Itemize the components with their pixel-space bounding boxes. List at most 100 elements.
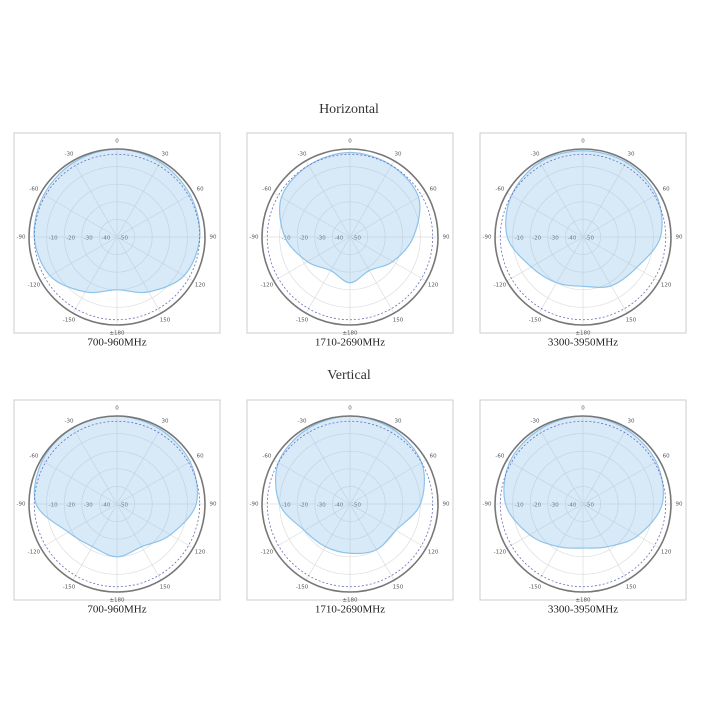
- angle-grid-line: [116, 427, 162, 505]
- caption: 700-960MHz: [87, 337, 146, 349]
- angle-grid-line: [506, 236, 584, 282]
- angle-grid-line: [506, 459, 584, 505]
- angle-tick-label: 30: [395, 418, 402, 424]
- angle-grid-line: [40, 236, 118, 282]
- angle-grid-line: [40, 192, 118, 238]
- angle-tick-label: 60: [663, 187, 670, 193]
- angle-grid-line: [582, 503, 628, 581]
- angle-grid-line: [273, 503, 351, 549]
- radial-tick-label: -30: [84, 503, 93, 509]
- radial-grid-line: [565, 486, 601, 522]
- radial-tick-label: -30: [317, 503, 326, 509]
- angle-grid-line: [273, 236, 351, 282]
- radial-tick-label: -40: [101, 236, 110, 242]
- angle-tick-label: 150: [160, 585, 171, 591]
- angle-grid-line: [273, 192, 351, 238]
- angle-tick-label: 150: [393, 318, 404, 324]
- angle-grid-line: [72, 503, 118, 581]
- radial-grid-line: [99, 219, 135, 255]
- angle-tick-label: -60: [495, 454, 504, 460]
- caption: 3300-3950MHz: [548, 337, 618, 349]
- radial-tick-label: -20: [66, 503, 75, 509]
- angle-grid-line: [72, 236, 118, 314]
- angle-tick-label: -30: [531, 418, 540, 424]
- angle-tick-label: -90: [483, 502, 492, 508]
- angle-tick-label: 0: [348, 406, 352, 412]
- angle-tick-label: 90: [443, 502, 450, 508]
- radial-tick-label: -10: [49, 236, 58, 242]
- angle-tick-label: 60: [430, 454, 437, 460]
- radial-tick-label: -30: [317, 236, 326, 242]
- angle-grid-line: [116, 236, 194, 282]
- angle-grid-line: [582, 427, 628, 505]
- outer-ring: [28, 415, 206, 593]
- angle-tick-label: 30: [162, 151, 169, 157]
- angle-tick-label: ±180: [575, 331, 591, 337]
- radial-grid-line: [547, 201, 619, 273]
- radiation-pattern: [505, 150, 663, 289]
- radiation-pattern: [275, 415, 425, 555]
- radial-grid-line: [529, 450, 637, 558]
- angle-tick-label: -30: [298, 418, 307, 424]
- radial-grid-line: [81, 468, 153, 540]
- angle-grid-line: [116, 192, 194, 238]
- outer-ring: [494, 148, 672, 326]
- angle-tick-label: -120: [28, 283, 41, 289]
- outer-ring: [261, 148, 439, 326]
- angle-grid-line: [116, 503, 162, 581]
- angle-tick-label: -120: [261, 283, 274, 289]
- polar-chart: 0 30 60 90 120 150 ±180 -150 -120 -90 -60 -30 -10 -20…: [13, 399, 221, 616]
- radial-grid-line: [512, 166, 654, 308]
- angle-tick-label: ±180: [342, 331, 358, 337]
- angle-grid-line: [116, 236, 162, 314]
- angle-tick-label: -120: [494, 550, 507, 556]
- angle-tick-label: ±180: [342, 598, 358, 604]
- angle-tick-label: -150: [63, 318, 76, 324]
- radial-tick-label: -20: [66, 236, 75, 242]
- angle-tick-label: 120: [428, 550, 439, 556]
- angle-tick-label: 120: [195, 283, 206, 289]
- angle-tick-label: -90: [17, 502, 26, 508]
- angle-tick-label: 90: [676, 502, 683, 508]
- reference-circle: [33, 420, 201, 588]
- caption: 3300-3950MHz: [548, 604, 618, 616]
- radial-grid-line: [46, 433, 188, 575]
- angle-grid-line: [349, 427, 395, 505]
- radial-tick-label: -10: [282, 236, 291, 242]
- radial-tick-label: -10: [49, 503, 58, 509]
- radiation-pattern: [503, 415, 664, 549]
- outer-ring: [494, 415, 672, 593]
- angle-grid-line: [40, 459, 118, 505]
- angle-tick-label: ±180: [575, 598, 591, 604]
- angle-tick-label: -150: [296, 585, 309, 591]
- angle-grid-line: [72, 160, 118, 238]
- angle-grid-line: [582, 160, 628, 238]
- radial-grid-line: [529, 183, 637, 291]
- angle-tick-label: 60: [197, 187, 204, 193]
- angle-grid-line: [72, 427, 118, 505]
- radial-tick-label: -30: [84, 236, 93, 242]
- angle-grid-line: [538, 427, 584, 505]
- angle-tick-label: -60: [262, 187, 271, 193]
- angle-grid-line: [538, 236, 584, 314]
- angle-grid-line: [305, 160, 351, 238]
- angle-grid-line: [506, 503, 584, 549]
- angle-tick-label: -90: [250, 235, 259, 241]
- angle-tick-label: 0: [581, 139, 585, 145]
- outer-ring: [28, 148, 206, 326]
- angle-tick-label: -150: [63, 585, 76, 591]
- angle-tick-label: -60: [29, 454, 38, 460]
- angle-tick-label: ±180: [109, 598, 125, 604]
- angle-grid-line: [116, 459, 194, 505]
- radial-grid-line: [296, 183, 404, 291]
- radial-tick-label: -50: [585, 503, 594, 509]
- radial-grid-line: [99, 486, 135, 522]
- angle-grid-line: [305, 503, 351, 581]
- radial-grid-line: [512, 433, 654, 575]
- radial-tick-label: -20: [532, 503, 541, 509]
- angle-tick-label: -60: [29, 187, 38, 193]
- polar-chart: 0 30 60 90 120 150 ±180 -150 -120 -90 -60 -30 -10 -20…: [479, 399, 687, 616]
- reference-circle: [33, 153, 201, 321]
- angle-tick-label: 60: [663, 454, 670, 460]
